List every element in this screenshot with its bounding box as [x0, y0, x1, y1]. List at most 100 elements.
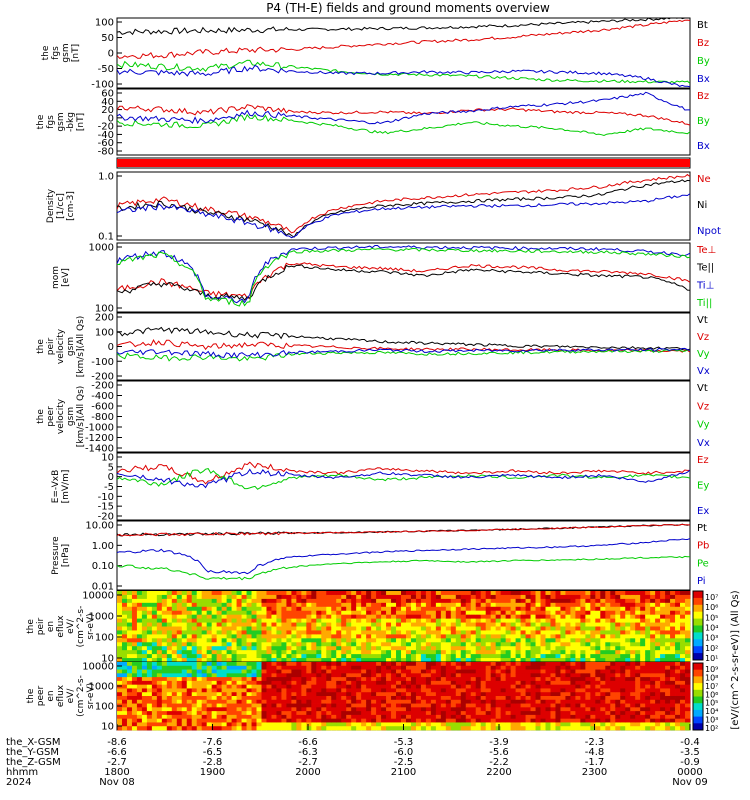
- y-axis-label-line: eV/: [66, 618, 76, 634]
- spectrogram-cell: [550, 662, 556, 667]
- spectrogram-cell: [560, 598, 566, 604]
- spectrogram-cell: [610, 646, 616, 651]
- spectrogram-cell: [371, 673, 377, 678]
- spectrogram-cell: [396, 722, 402, 727]
- spectrogram-cell: [156, 654, 163, 659]
- spectrogram-cell: [231, 677, 237, 682]
- spectrogram-cell: [475, 703, 482, 708]
- y-tick-label: 10: [101, 453, 114, 464]
- spectrogram-cell: [435, 598, 442, 604]
- spectrogram-cell: [585, 722, 591, 727]
- spectrogram-cell: [381, 665, 387, 670]
- spectrogram-cell: [405, 650, 412, 655]
- colorbar-tick-label: 10²: [705, 644, 718, 653]
- spectrogram-cell: [286, 634, 292, 639]
- spectrogram-cell: [495, 638, 502, 643]
- spectrogram-cell: [236, 722, 242, 727]
- spectrogram-cell: [545, 665, 551, 670]
- spectrogram-cell: [131, 622, 138, 627]
- spectrogram-cell: [405, 665, 412, 670]
- spectrogram-cell: [221, 711, 228, 716]
- spectrogram-cell: [540, 598, 546, 604]
- spectrogram-cell: [515, 654, 521, 659]
- spectrogram-cell: [645, 654, 651, 659]
- spectrogram-cell: [171, 680, 178, 686]
- spectrogram-cell: [276, 711, 282, 716]
- spectrogram-cell: [321, 699, 327, 704]
- spectrogram-cell: [181, 680, 188, 686]
- spectrogram-cell: [570, 703, 576, 708]
- spectrogram-cell: [261, 646, 267, 651]
- spectrogram-cell: [281, 662, 287, 667]
- spectrogram-cell: [615, 722, 621, 727]
- spectrogram-cell: [535, 688, 541, 693]
- spectrogram-cell: [670, 622, 676, 627]
- spectrogram-cell: [640, 622, 646, 627]
- spectrogram-cell: [505, 630, 512, 635]
- spectrogram-cell: [131, 634, 138, 639]
- y-axis-label: Density [1/cc] [cm-3]: [46, 188, 76, 223]
- spectrogram-cell: [655, 662, 661, 667]
- spectrogram-cell: [595, 726, 601, 731]
- spectrogram-cell: [186, 614, 193, 620]
- spectrogram-cell: [470, 688, 477, 693]
- spectrogram-cell: [346, 680, 352, 686]
- spectrogram-cell: [470, 626, 477, 631]
- spectrogram-cell: [650, 650, 656, 655]
- spectrogram-cell: [405, 662, 412, 667]
- spectrogram-cell: [615, 680, 621, 686]
- spectrogram-cell: [396, 711, 402, 716]
- x-row-value: 2100: [391, 767, 416, 778]
- spectrogram-cell: [625, 654, 631, 659]
- spectrogram-cell: [625, 703, 631, 708]
- spectrogram-cell: [346, 662, 352, 667]
- spectrogram-cell: [590, 669, 596, 674]
- spectrogram-cell: [595, 634, 601, 639]
- spectrogram-cell: [126, 622, 133, 627]
- spectrogram-cell: [605, 714, 611, 720]
- spectrogram-cell: [620, 658, 626, 663]
- spectrogram-cell: [346, 658, 352, 663]
- spectrogram-cell: [351, 618, 357, 623]
- spectrogram-cell: [236, 677, 242, 682]
- spectrogram-cell: [465, 714, 472, 720]
- spectrogram-cell: [281, 707, 287, 712]
- legend-vt: Vt: [697, 383, 708, 394]
- spectrogram-cell: [650, 711, 656, 716]
- spectrogram-cell: [386, 598, 392, 604]
- spectrogram-cell: [316, 630, 322, 635]
- spectrogram-cell: [286, 714, 292, 720]
- spectrogram-cell: [515, 688, 521, 693]
- spectrogram-cell: [475, 707, 482, 712]
- spectrogram-cell: [495, 692, 502, 697]
- spectrogram-cell: [495, 642, 502, 647]
- spectrogram-cell: [371, 688, 377, 693]
- spectrogram-cell: [625, 726, 631, 731]
- spectrogram-cell: [126, 591, 133, 596]
- spectrogram-cell: [376, 707, 382, 712]
- spectrogram-cell: [276, 677, 282, 682]
- series-ey: [117, 468, 690, 490]
- spectrogram-cell: [665, 662, 671, 667]
- spectrogram-cell: [555, 684, 561, 689]
- spectrogram-cell: [605, 622, 611, 627]
- spectrogram-cell: [146, 658, 153, 663]
- spectrogram-cell: [241, 598, 247, 604]
- spectrogram-cell: [191, 662, 198, 667]
- spectrogram-cell: [655, 610, 661, 616]
- spectrogram-cell: [266, 669, 272, 674]
- spectrogram-cell: [361, 680, 367, 686]
- spectrogram-cell: [475, 598, 482, 604]
- spectrogram-cell: [485, 662, 492, 667]
- spectrogram-cell: [625, 677, 631, 682]
- spectrogram-cell: [640, 642, 646, 647]
- spectrogram-cell: [410, 714, 417, 720]
- spectrogram-cell: [525, 642, 531, 647]
- spectrogram-cell: [590, 677, 596, 682]
- spectrogram-cell: [216, 614, 223, 620]
- spectrogram-cell: [196, 684, 203, 689]
- spectrogram-cell: [356, 707, 362, 712]
- spectrogram-cell: [600, 654, 606, 659]
- spectrogram-cell: [515, 598, 521, 604]
- spectrogram-cell: [515, 718, 521, 723]
